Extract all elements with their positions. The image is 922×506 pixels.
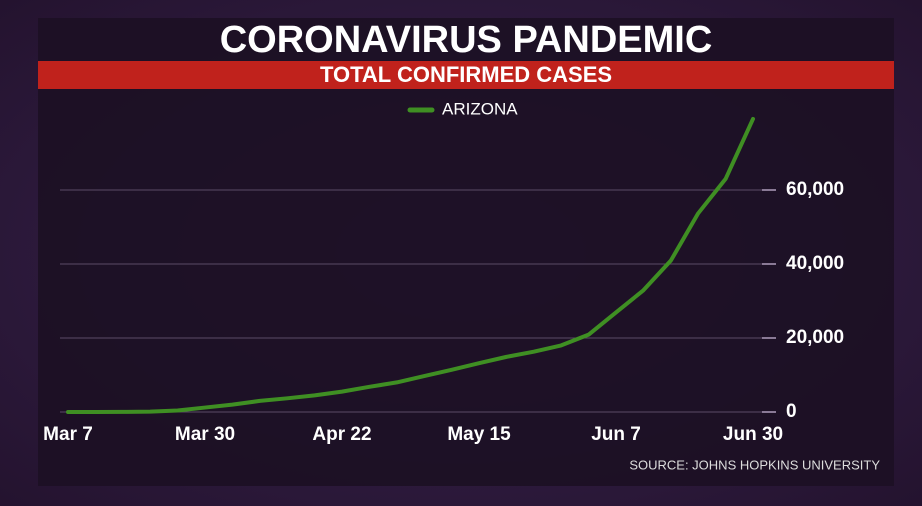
- data-line: [66, 116, 755, 414]
- x-tick-label: Mar 30: [175, 424, 235, 445]
- chart-subtitle: TOTAL CONFIRMED CASES: [320, 62, 612, 87]
- subtitle-bar: [38, 61, 894, 89]
- y-tick-label: 20,000: [786, 327, 844, 348]
- y-tick-label: 60,000: [786, 179, 844, 200]
- plot-panel: [38, 18, 894, 486]
- chart-title: CORONAVIRUS PANDEMIC: [220, 19, 713, 61]
- y-tick-label: 40,000: [786, 253, 844, 274]
- x-tick-label: Jun 7: [591, 424, 641, 445]
- source-note: SOURCE: JOHNS HOPKINS UNIVERSITY: [629, 457, 880, 472]
- x-tick-label: Apr 22: [312, 424, 371, 445]
- x-tick-label: Mar 7: [43, 424, 93, 445]
- x-tick-label: Jun 30: [723, 424, 783, 445]
- legend-label: ARIZONA: [442, 99, 518, 118]
- y-tick-label: 0: [786, 401, 797, 422]
- x-tick-label: May 15: [447, 424, 511, 445]
